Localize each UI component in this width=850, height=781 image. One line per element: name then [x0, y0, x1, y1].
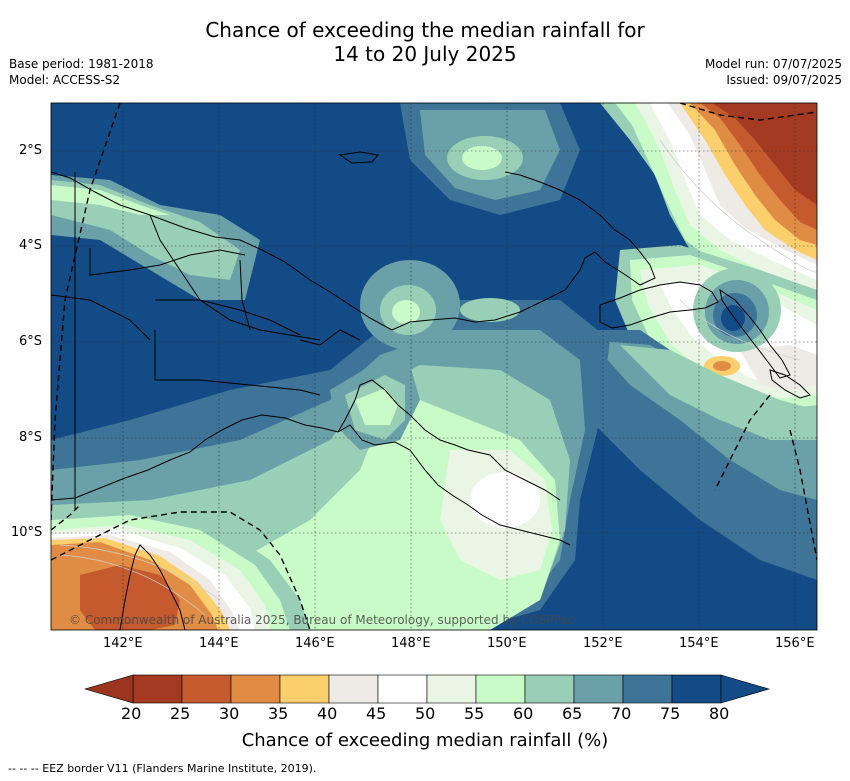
colorbar-segment: [622, 674, 673, 704]
northeast-dry-region: [600, 103, 817, 330]
contour-lines: [59, 139, 817, 616]
colorbar-low-extend: [83, 674, 134, 704]
model-run: Model run: 07/07/2025: [704, 57, 842, 71]
east-orange-spot: [713, 361, 731, 371]
colorbar-high-extend: [720, 674, 771, 704]
new-guinea-north-coast: [51, 171, 656, 331]
ne-band-rust: [712, 103, 817, 205]
colorbar-segment: [230, 674, 281, 704]
colorbar-segment: [573, 674, 624, 704]
lat-tick-2s: 2°S: [19, 143, 43, 158]
lon-tick-154e: 154°E: [679, 636, 719, 651]
colorbar-label-30: 30: [219, 704, 240, 723]
colorbar-label-25: 25: [170, 704, 191, 723]
northern-blobs: [51, 103, 580, 350]
meta-right: Model run: 07/07/2025 Issued: 09/07/2025: [705, 56, 842, 88]
colorbar-label-80: 80: [709, 704, 730, 723]
eez-se: [714, 394, 771, 491]
colorbar-segment: [426, 674, 477, 704]
lat-tick-4s: 4°S: [19, 238, 43, 253]
map-title-line1: Chance of exceeding the median rainfall …: [205, 18, 645, 42]
province-border-6: [89, 248, 246, 276]
new-guinea-south-coast: [51, 414, 571, 546]
southeast-gradient: [560, 330, 817, 580]
colorbar-label-75: 75: [660, 704, 681, 723]
colorbar-segment: [132, 674, 183, 704]
contour-line-sw-2: [59, 554, 206, 616]
east-beige: [740, 345, 817, 390]
new-ireland: [719, 288, 791, 379]
province-border-3: [154, 330, 321, 396]
bougainville: [769, 369, 811, 399]
lon-tick-146e: 146°E: [295, 636, 335, 651]
new-britain: [599, 281, 719, 329]
lon-tick-152e: 152°E: [583, 636, 623, 651]
model-name: Model: ACCESS-S2: [9, 73, 121, 87]
southwest-dry-region: [51, 505, 310, 630]
lon-tick-156e: 156°E: [775, 636, 815, 651]
lon-tick-148e: 148°E: [391, 636, 431, 651]
colorbar-segment: [475, 674, 526, 704]
map-title-line2: 14 to 20 July 2025: [333, 42, 517, 66]
se-blue: [560, 330, 817, 580]
province-border-7: [51, 294, 151, 341]
huon-sage: [460, 298, 520, 322]
lon-tick-142e: 142°E: [103, 636, 143, 651]
copyright-notice: © Commonwealth of Australia 2025, Bureau…: [69, 613, 575, 627]
papuan-peninsula: [337, 379, 561, 501]
colorbar-label-50: 50: [415, 704, 436, 723]
colorbar-segment: [671, 674, 722, 704]
eez-ne: [679, 103, 817, 121]
contour-line-sw: [59, 544, 221, 601]
se-sage: [620, 345, 817, 440]
colorbar-label-20: 20: [121, 704, 142, 723]
se-teal: [590, 340, 817, 500]
colorbar-segment: [328, 674, 379, 704]
eez-footnote: -- -- -- EEZ border V11 (Flanders Marine…: [8, 762, 317, 775]
sepik-lightgreen: [392, 300, 420, 324]
colorbar-label-35: 35: [268, 704, 289, 723]
coastlines: [51, 151, 811, 630]
colorbar-label-70: 70: [611, 704, 632, 723]
province-border-5: [299, 329, 361, 346]
map-frame: [50, 102, 818, 631]
eez-sw-short: [51, 504, 81, 531]
lat-tick-8s: 8°S: [19, 430, 43, 445]
colorbar-segment: [181, 674, 232, 704]
lon-tick-144e: 144°E: [199, 636, 239, 651]
manus-island: [338, 151, 379, 164]
map-title: Chance of exceeding the median rainfall …: [0, 18, 850, 66]
colorbar-segment: [279, 674, 330, 704]
colorbar-label-45: 45: [366, 704, 387, 723]
colorbar-segment: [377, 674, 428, 704]
lat-tick-10s: 10°S: [11, 525, 43, 540]
lon-tick-150e: 150°E: [487, 636, 527, 651]
base-period: Base period: 1981-2018: [9, 57, 154, 71]
central-white-core: [470, 472, 540, 528]
meta-left: Base period: 1981-2018 Model: ACCESS-S2: [9, 56, 154, 88]
colorbar-label-40: 40: [317, 704, 338, 723]
colorbar-title: Chance of exceeding median rainfall (%): [241, 730, 609, 751]
colorbar-label-55: 55: [464, 704, 485, 723]
colorbar-segment: [524, 674, 575, 704]
colorbar-label-65: 65: [562, 704, 583, 723]
province-border-2: [155, 299, 301, 336]
contour-line-east: [679, 299, 801, 361]
province-border-1: [149, 214, 321, 341]
lat-tick-6s: 6°S: [19, 334, 43, 349]
province-border-4: [239, 259, 251, 331]
contour-line-ne: [659, 139, 817, 273]
n-blob-lightgreen: [462, 146, 502, 170]
map-area: [51, 103, 817, 630]
cape-york: [119, 544, 186, 630]
peninsula-lightgreen: [355, 388, 398, 425]
colorbar-label-60: 60: [513, 704, 534, 723]
eez-west: [51, 103, 121, 521]
eez-east: [789, 429, 817, 561]
colorbar: [83, 674, 771, 704]
eez-borders: [51, 103, 817, 630]
issue-date: Issued: 09/07/2025: [726, 73, 842, 87]
